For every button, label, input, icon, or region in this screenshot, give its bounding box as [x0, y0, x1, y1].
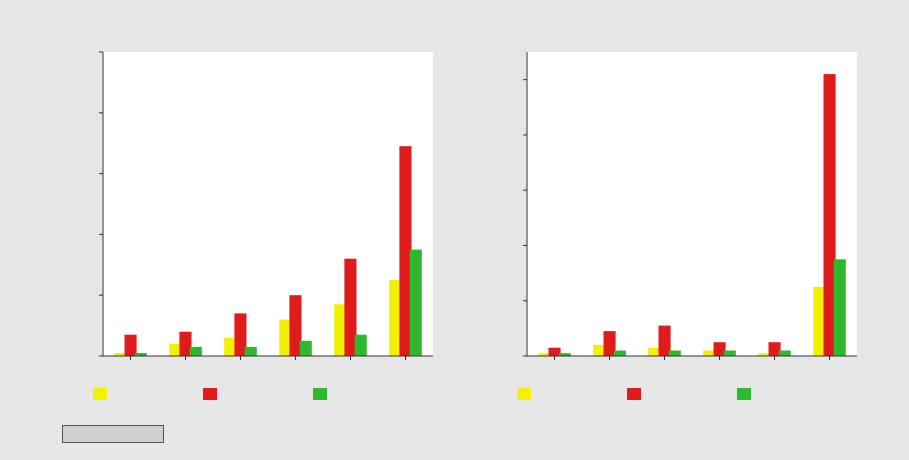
plot-area-right: [527, 52, 857, 356]
bar: [279, 319, 292, 356]
bar: [189, 346, 202, 356]
legend-swatch: [517, 388, 531, 400]
bar: [169, 343, 182, 356]
bar: [389, 280, 402, 356]
bar: [124, 334, 137, 356]
x-ticks-right: [554, 356, 830, 360]
legend-swatch: [203, 388, 217, 400]
bar: [648, 347, 661, 356]
legend-right: [517, 388, 751, 400]
bar: [334, 304, 347, 356]
bar: [813, 286, 826, 356]
bar: [833, 259, 846, 356]
bar: [299, 340, 312, 356]
bars-left: [114, 146, 422, 356]
bar: [354, 334, 367, 356]
bar: [613, 350, 626, 356]
bar: [548, 347, 561, 356]
bar: [658, 325, 671, 356]
legend-swatch: [627, 388, 641, 400]
legend-swatch: [737, 388, 751, 400]
bar: [134, 353, 147, 356]
bar: [603, 331, 616, 356]
bar: [758, 353, 771, 356]
bar: [723, 350, 736, 356]
bar: [768, 342, 781, 356]
bar: [234, 313, 247, 356]
bar: [593, 344, 606, 356]
bar: [344, 258, 357, 356]
bar: [399, 146, 412, 356]
bar: [713, 342, 726, 356]
bar: [179, 331, 192, 356]
y-ticks-left: [99, 51, 103, 357]
bar: [224, 337, 237, 356]
bars-right: [538, 74, 846, 356]
bar: [668, 350, 681, 356]
bar: [409, 249, 422, 356]
plot-area-left: [103, 52, 433, 356]
bar: [558, 353, 571, 356]
bar: [244, 346, 257, 356]
source-box: [62, 425, 164, 443]
bar: [703, 350, 716, 356]
bar: [538, 353, 551, 356]
legend-swatch: [313, 388, 327, 400]
bar: [289, 295, 302, 356]
legend-left: [93, 388, 327, 400]
bar: [778, 350, 791, 356]
y-ticks-right: [523, 79, 527, 357]
legend-swatch: [93, 388, 107, 400]
x-ticks-left: [130, 356, 406, 360]
chart-right: [517, 52, 857, 400]
bar: [823, 74, 836, 356]
chart-left: [93, 51, 433, 400]
bar: [114, 353, 127, 356]
